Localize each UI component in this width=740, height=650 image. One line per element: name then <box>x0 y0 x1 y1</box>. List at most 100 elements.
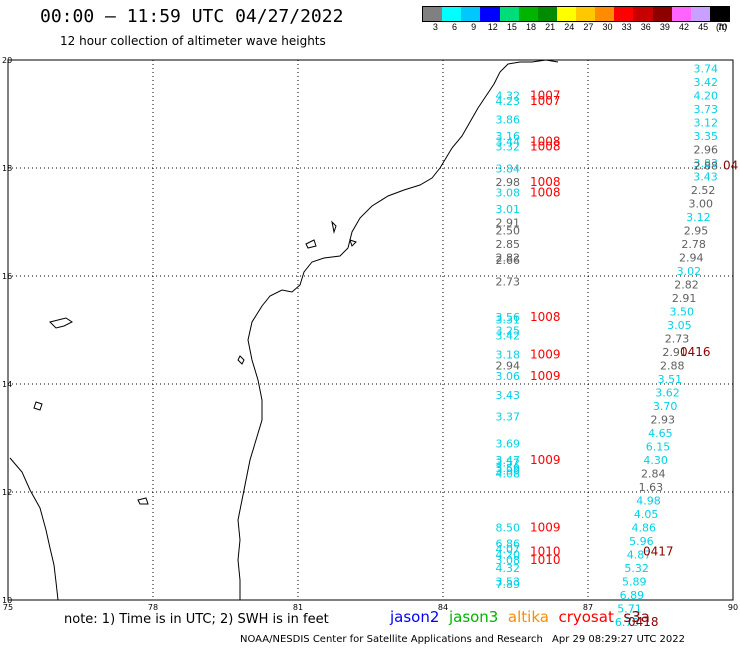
wave-height-label: 3.56 <box>496 311 521 324</box>
wave-height-label: 3.31 <box>496 314 521 327</box>
wave-height-label: 2.91 <box>662 346 687 359</box>
credit-line: NOAA/NESDIS Center for Satellite Applica… <box>240 634 543 645</box>
color-swatch <box>690 7 710 21</box>
wave-height-label: 6.89 <box>620 589 645 602</box>
color-scale-label: 24 <box>564 22 575 32</box>
wave-height-label: 3.42 <box>694 76 719 89</box>
pass-time-label: 1009 <box>530 369 561 383</box>
color-swatch <box>518 7 538 21</box>
pass-time-label: 04 <box>723 159 738 173</box>
wave-height-label: 4.30 <box>643 454 668 467</box>
lat-tick-label: 12 <box>2 488 12 497</box>
island-6 <box>349 239 357 247</box>
color-swatch <box>499 7 519 21</box>
pass-time-label: 1008 <box>530 140 561 154</box>
color-swatch <box>480 7 500 21</box>
wave-height-label: 4.86 <box>631 521 656 534</box>
wave-height-label: 3.02 <box>677 265 702 278</box>
color-swatch <box>556 7 576 21</box>
color-scale-label: 12 <box>487 22 498 32</box>
color-swatch <box>652 7 672 21</box>
wave-height-label: 3.74 <box>694 62 719 75</box>
footer-note: note: 1) Time is in UTC; 2) SWH is in fe… <box>64 612 329 627</box>
pass-time-label: 1010 <box>530 545 561 559</box>
wave-height-label: 3.43 <box>693 170 718 183</box>
color-swatch <box>595 7 615 21</box>
wave-height-label: 3.42 <box>496 330 521 343</box>
wave-height-label: 4.23 <box>496 95 521 108</box>
color-scale-label: 27 <box>583 22 594 32</box>
wave-height-label: 4.05 <box>634 508 659 521</box>
pass-time-label: 0416 <box>680 345 711 359</box>
color-swatch <box>461 7 481 21</box>
wave-height-label: 7.89 <box>496 578 521 591</box>
pass-time-label: 0417 <box>643 545 674 559</box>
wave-height-label: 3.18 <box>496 349 521 362</box>
pass-time-label: 1007 <box>530 88 561 102</box>
wave-height-label: 3.12 <box>686 211 711 224</box>
wave-height-label: 4.65 <box>648 427 673 440</box>
wave-height-label: 2.52 <box>691 184 716 197</box>
wave-height-label: 4.32 <box>496 562 521 575</box>
wave-height-label: 3.37 <box>496 411 521 424</box>
axis-labels: 75 78 81 84 87 90 20 18 16 14 12 10 <box>2 56 738 612</box>
color-scale-label: 18 <box>525 22 537 32</box>
wave-height-label: 3.00 <box>688 197 713 210</box>
pass-time-label: 1009 <box>530 348 561 362</box>
wave-height-label: 3.86 <box>496 114 521 127</box>
wave-height-label: 2.91 <box>672 292 697 305</box>
map-title: 00:00 – 11:59 UTC 04/27/2022 <box>40 6 344 27</box>
color-scale-labels: 3 6 9 12 15 18 21 24 27 30 33 36 39 42 45 70 <box>422 22 728 34</box>
lat-tick-label: 20 <box>2 56 12 65</box>
island-7 <box>137 497 149 505</box>
wave-height-label: 3.69 <box>496 438 521 451</box>
color-scale-unit: (ft) <box>716 22 727 32</box>
wave-height-label: 3.59 <box>496 462 521 475</box>
lon-tick-label: 75 <box>3 603 13 612</box>
color-swatch <box>671 7 691 21</box>
pass-time-label: 1010 <box>530 553 561 567</box>
wave-height-label: 3.90 <box>496 465 521 478</box>
india-east-coastline <box>9 59 559 601</box>
wave-height-label: 4.32 <box>496 89 521 102</box>
wave-height-label: 3.84 <box>496 162 521 175</box>
wave-height-label: 3.25 <box>496 324 521 337</box>
color-swatch <box>709 7 729 21</box>
wave-height-label: 2.91 <box>496 216 521 229</box>
satellite-legend-cryosat: cryosat <box>558 608 624 626</box>
coastline <box>9 59 559 601</box>
color-scale-label: 3 <box>432 22 438 32</box>
color-scale-label: 33 <box>621 22 632 32</box>
wave-height-label: 3.01 <box>496 203 521 216</box>
wave-height-label: 4.07 <box>496 543 521 556</box>
wave-height-label: 3.47 <box>496 454 521 467</box>
island-4 <box>305 239 317 249</box>
wave-height-label: 2.50 <box>496 224 521 237</box>
lat-tick-label: 14 <box>2 380 12 389</box>
color-swatch <box>537 7 557 21</box>
wave-height-label: 2.66 <box>496 254 521 267</box>
island-5 <box>331 220 337 234</box>
color-scale-label: 9 <box>471 22 477 32</box>
wave-height-label: 6.15 <box>646 440 671 453</box>
wave-height-label: 3.73 <box>694 103 719 116</box>
wave-height-label: 5.32 <box>624 562 649 575</box>
island-3 <box>237 355 245 365</box>
wave-height-label: 2.85 <box>496 238 521 251</box>
wave-height-label: 2.96 <box>694 143 719 156</box>
color-scale-label: 15 <box>506 22 517 32</box>
pass-time-label: 1008 <box>530 134 561 148</box>
lat-tick-label: 18 <box>2 164 12 173</box>
color-swatch <box>423 7 443 21</box>
track-b-labels: 3.743.424.203.733.123.352.963.832.883.43… <box>615 62 738 629</box>
color-scale-label: 21 <box>545 22 556 32</box>
lon-tick-label: 78 <box>148 603 158 612</box>
color-scale-label: 70 <box>717 22 728 32</box>
wave-height-label: 2.82 <box>496 251 521 264</box>
wave-height-label: 6.73 <box>615 616 640 629</box>
wave-height-label: 2.95 <box>684 224 709 237</box>
wave-height-label: 3.35 <box>694 130 719 143</box>
lat-tick-label: 10 <box>2 596 12 605</box>
color-scale-label: 6 <box>451 22 458 32</box>
